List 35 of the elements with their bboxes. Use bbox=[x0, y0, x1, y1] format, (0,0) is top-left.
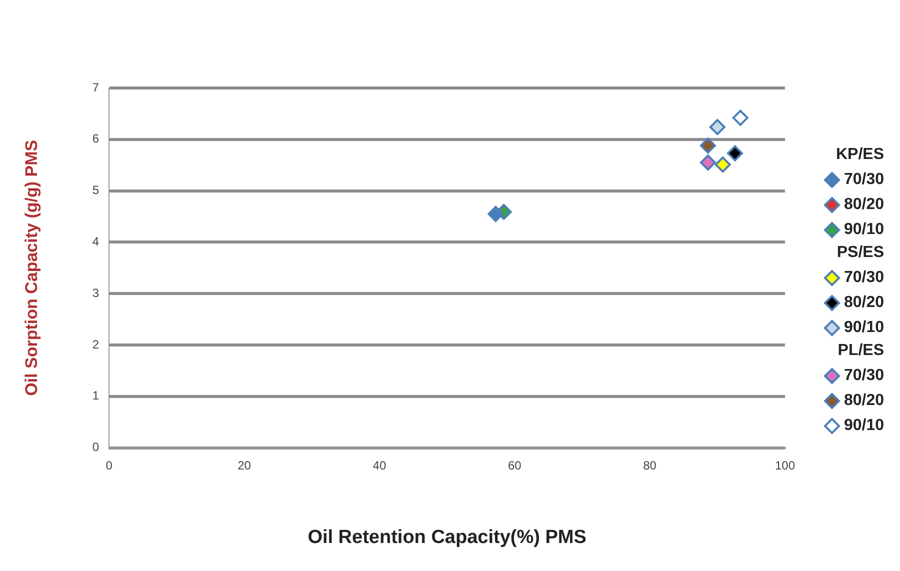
y-tick-label: 6 bbox=[92, 132, 100, 146]
legend-label: 70/30 bbox=[844, 366, 884, 386]
x-axis-title: Oil Retention Capacity(%) PMS bbox=[308, 526, 586, 548]
x-tick-label: 80 bbox=[643, 458, 657, 472]
legend-label: 90/10 bbox=[844, 416, 884, 436]
y-axis-title: Oil Sorption Capacity (g/g) PMS bbox=[22, 140, 41, 396]
legend-label: 90/10 bbox=[844, 220, 884, 240]
x-tick-label: 40 bbox=[372, 458, 386, 472]
y-tick-label: 1 bbox=[92, 388, 100, 403]
x-tick-label: 20 bbox=[238, 458, 252, 472]
y-tick-label: 4 bbox=[92, 234, 100, 249]
point bbox=[726, 145, 743, 162]
legend-label: 70/30 bbox=[844, 170, 884, 190]
y-tick-label: 7 bbox=[92, 80, 100, 94]
legend-label: 80/20 bbox=[844, 391, 884, 411]
legend-label: 90/10 bbox=[844, 318, 884, 338]
text: PS/ES bbox=[836, 243, 884, 263]
point bbox=[700, 154, 716, 171]
x-tick-label: 0 bbox=[106, 458, 113, 472]
point bbox=[709, 119, 726, 136]
point bbox=[488, 206, 504, 222]
y-tick-label: 5 bbox=[92, 183, 100, 198]
x-tick-label: 100 bbox=[774, 458, 796, 472]
point bbox=[700, 138, 716, 154]
legend-label: 80/20 bbox=[844, 293, 884, 313]
point bbox=[714, 156, 731, 173]
legend-label: 70/30 bbox=[844, 268, 884, 288]
y-tick-label: 2 bbox=[92, 337, 100, 352]
x-tick-label: 60 bbox=[508, 458, 522, 472]
y-tick-label: 0 bbox=[92, 440, 100, 454]
text: KP/ES bbox=[834, 145, 884, 165]
text: PL/ES bbox=[836, 341, 884, 361]
point bbox=[732, 110, 748, 126]
y-tick-label: 3 bbox=[92, 286, 100, 300]
legend-label: 80/20 bbox=[844, 195, 884, 215]
